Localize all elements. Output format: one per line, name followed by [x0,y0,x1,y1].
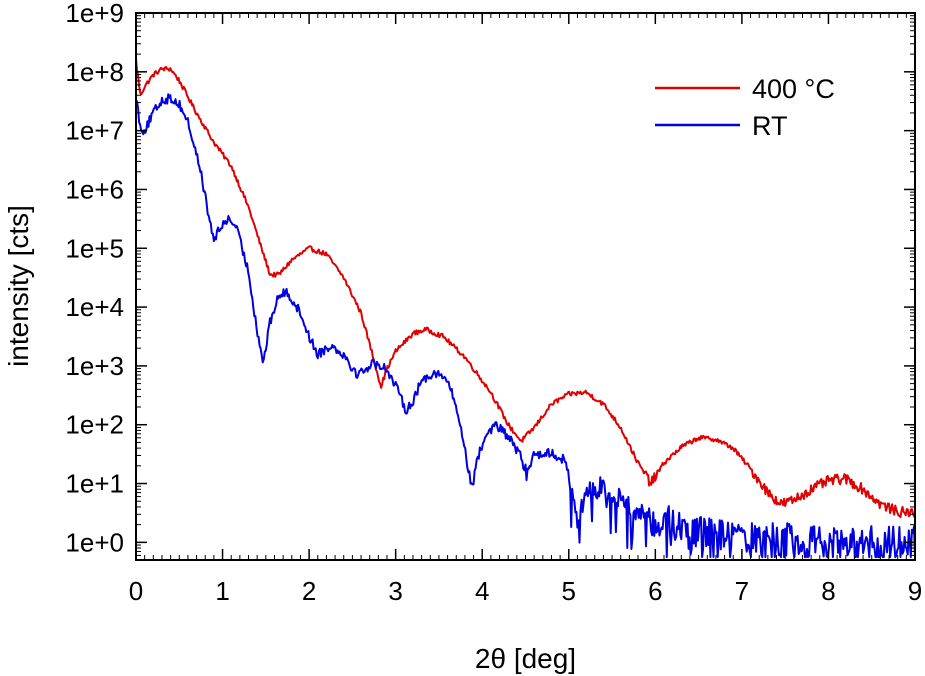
x-tick-label: 3 [388,576,402,606]
y-tick-label: 1e+4 [65,292,124,322]
y-tick-label: 1e+1 [65,469,124,499]
series-line [135,58,916,519]
y-tick-label: 1e+9 [65,0,124,28]
legend-label-rt: RT [752,111,788,141]
legend: 400 °C RT [655,74,835,141]
y-tick-label: 1e+0 [65,527,124,557]
series-line [135,93,916,559]
plot-frame [135,12,916,561]
x-tick-label: 7 [735,576,749,606]
y-tick-label: 1e+2 [65,410,124,440]
y-tick-label: 1e+7 [65,116,124,146]
x-tick-label: 8 [821,576,835,606]
x-tick-label: 2 [302,576,316,606]
series-layer [135,58,916,559]
x-tick-label: 0 [129,576,143,606]
x-tick-label: 1 [215,576,229,606]
x-tick-label: 6 [648,576,662,606]
y-tick-label: 1e+3 [65,351,124,381]
y-tick-label: 1e+5 [65,233,124,263]
y-tick-label: 1e+6 [65,174,124,204]
y-axis-title: intensity [cts] [3,205,34,367]
x-tick-label: 9 [908,576,922,606]
legend-label-400c: 400 °C [752,74,835,104]
y-tick-label: 1e+8 [65,57,124,87]
x-tick-label: 4 [475,576,489,606]
x-tick-label: 5 [562,576,576,606]
x-axis-title: 2θ [deg] [475,643,576,674]
